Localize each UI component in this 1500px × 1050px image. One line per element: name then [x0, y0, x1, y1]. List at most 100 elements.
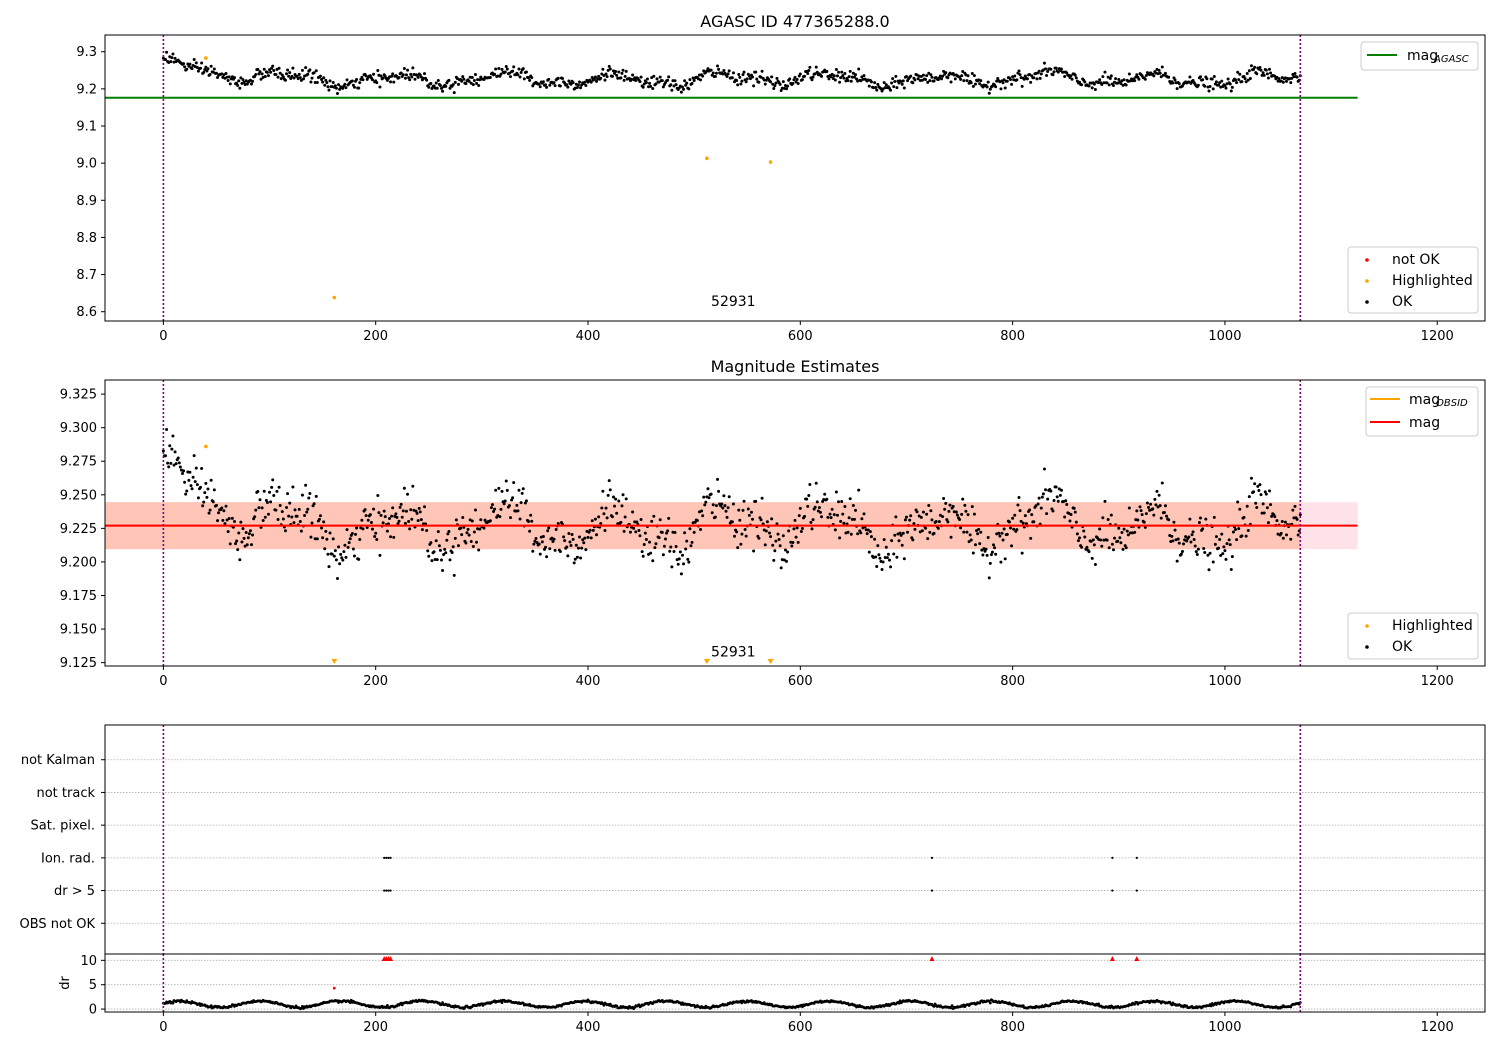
- ok-point: [852, 75, 856, 79]
- ok-point: [913, 527, 917, 531]
- ok-point: [898, 531, 902, 535]
- ok-point: [966, 513, 970, 517]
- ok-point: [873, 537, 877, 541]
- ok-point: [1188, 517, 1192, 521]
- ok-point: [859, 79, 863, 83]
- ok-point: [902, 86, 906, 90]
- ok-point: [556, 521, 560, 525]
- y-tick-label: 0: [89, 1003, 97, 1018]
- ok-point: [842, 76, 846, 80]
- ok-point: [942, 497, 946, 501]
- ok-point: [1265, 506, 1269, 510]
- ok-point: [266, 74, 270, 78]
- ok-point: [610, 74, 614, 78]
- ok-point: [1261, 502, 1265, 506]
- ok-point: [1042, 61, 1046, 65]
- ok-point: [403, 521, 407, 525]
- ok-point: [200, 466, 204, 470]
- ok-point: [327, 88, 331, 92]
- ok-point: [679, 572, 683, 576]
- ok-point: [709, 492, 713, 496]
- legend-label-ok: OK: [1392, 294, 1413, 310]
- ok-point: [366, 518, 370, 522]
- ok-point: [1052, 70, 1056, 74]
- ok-point: [920, 529, 924, 533]
- ok-point: [473, 508, 477, 512]
- ok-point: [813, 505, 817, 509]
- ok-point: [946, 520, 950, 524]
- ok-point: [351, 547, 355, 551]
- ok-point: [249, 82, 253, 86]
- ok-point: [397, 519, 401, 523]
- ok-point: [360, 518, 364, 522]
- ok-point: [869, 80, 873, 84]
- ok-point: [851, 503, 855, 507]
- ok-point: [262, 489, 266, 493]
- ok-point: [781, 80, 785, 84]
- ok-point: [1052, 499, 1056, 503]
- ok-point: [344, 555, 348, 559]
- ok-point: [669, 545, 673, 549]
- ok-point: [666, 529, 670, 533]
- ok-point: [1039, 506, 1043, 510]
- ok-point: [1133, 530, 1137, 534]
- x-tick-label: 200: [363, 674, 388, 689]
- ok-point: [806, 71, 810, 75]
- ok-point: [678, 550, 682, 554]
- ok-point: [1155, 489, 1159, 493]
- ok-point: [897, 539, 901, 543]
- ok-point: [205, 69, 209, 73]
- ok-point: [623, 515, 627, 519]
- ok-point: [1040, 495, 1044, 499]
- ok-point: [1030, 513, 1034, 517]
- ok-point: [741, 73, 745, 77]
- ok-point: [606, 68, 610, 72]
- ok-point: [1242, 515, 1246, 519]
- ok-point: [1017, 496, 1021, 500]
- ok-point: [375, 81, 379, 85]
- ok-point: [597, 74, 601, 78]
- ok-point: [1117, 78, 1121, 82]
- ok-point: [880, 568, 884, 572]
- ok-point: [884, 83, 888, 87]
- ok-point: [1101, 516, 1105, 520]
- ok-point: [850, 75, 854, 79]
- ok-point: [500, 489, 504, 493]
- ok-point: [355, 77, 359, 81]
- ok-point: [310, 521, 314, 525]
- ok-point: [225, 518, 229, 522]
- ok-point: [1237, 527, 1241, 531]
- ok-point: [1000, 531, 1004, 535]
- ok-point: [1207, 568, 1211, 572]
- ok-point: [505, 488, 509, 492]
- ok-point: [912, 522, 916, 526]
- ok-point: [548, 83, 552, 87]
- ok-point: [672, 84, 676, 88]
- highlighted-point: [204, 444, 208, 449]
- ok-point: [862, 512, 866, 516]
- ok-point: [1103, 499, 1107, 503]
- ok-point: [454, 518, 458, 522]
- ok-point: [723, 504, 727, 508]
- ok-point: [173, 450, 177, 454]
- ok-point: [658, 75, 662, 79]
- ok-point: [558, 549, 562, 553]
- ok-point: [928, 530, 932, 534]
- ok-point: [475, 540, 479, 544]
- ok-point: [688, 527, 692, 531]
- ok-point: [373, 535, 377, 539]
- ok-point: [466, 527, 470, 531]
- x-tick-label: 1000: [1208, 674, 1241, 689]
- ok-point: [744, 534, 748, 538]
- y-tick-label: 9.2: [76, 82, 97, 97]
- ok-point: [1045, 74, 1049, 78]
- ok-point: [1201, 527, 1205, 531]
- ok-point: [645, 77, 649, 81]
- ok-point: [1065, 71, 1069, 75]
- ok-point: [328, 79, 332, 83]
- ok-point: [561, 76, 565, 80]
- x-tick-label: 1200: [1421, 329, 1454, 344]
- ok-point: [1044, 488, 1048, 492]
- ok-point: [272, 493, 276, 497]
